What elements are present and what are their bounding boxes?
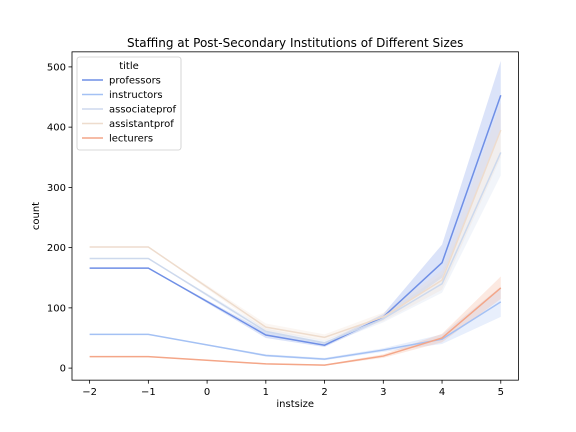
line-instructors	[89, 301, 502, 360]
x-tick-label: −2	[82, 387, 97, 398]
y-tick-label: 100	[47, 303, 66, 314]
x-tick-label: 2	[321, 387, 327, 398]
x-tick-label: 5	[498, 387, 504, 398]
x-tick-label: 1	[263, 387, 269, 398]
y-tick-label: 200	[47, 243, 66, 254]
legend-label-assistantprof: assistantprof	[109, 119, 174, 130]
x-tick-label: −1	[141, 387, 156, 398]
y-tick-label: 0	[60, 364, 66, 375]
x-tick-label: 3	[380, 387, 386, 398]
legend: title professors instructors associateprof a…	[76, 56, 182, 151]
legend-label-professors: professors	[109, 76, 161, 87]
line-associateprof	[89, 152, 502, 344]
chart-title: Staffing at Post-Secondary Institutions …	[127, 36, 463, 50]
y-axis: 0 100 200 300 400 500	[47, 62, 72, 375]
line-assistantprof	[89, 129, 502, 339]
legend-label-associateprof: associateprof	[109, 105, 177, 116]
x-axis-label: instsize	[276, 399, 314, 410]
x-tick-label: 4	[439, 387, 445, 398]
y-tick-label: 300	[47, 183, 66, 194]
x-axis: −2 −1 0 1 2 3 4 5	[82, 380, 504, 398]
plot-frame	[71, 51, 519, 381]
line-professors	[89, 94, 502, 346]
legend-title: title	[119, 61, 139, 72]
x-tick-label: 0	[204, 387, 210, 398]
y-axis-label: count	[31, 202, 42, 230]
y-tick-label: 400	[47, 123, 66, 134]
series-lines	[89, 94, 502, 366]
line-lecturers	[89, 287, 502, 366]
legend-label-instructors: instructors	[109, 90, 163, 101]
y-tick-label: 500	[47, 62, 66, 73]
legend-label-lecturers: lecturers	[109, 134, 153, 145]
